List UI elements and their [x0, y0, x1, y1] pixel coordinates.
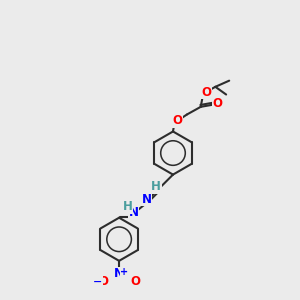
Text: O: O	[130, 275, 140, 288]
Text: H: H	[151, 180, 161, 194]
Text: N: N	[129, 206, 139, 219]
Text: H: H	[123, 200, 133, 213]
Text: +: +	[120, 267, 129, 278]
Text: O: O	[201, 86, 211, 99]
Text: O: O	[213, 97, 223, 110]
Text: N: N	[114, 267, 124, 280]
Text: N: N	[142, 193, 152, 206]
Text: O: O	[172, 114, 183, 127]
Text: −: −	[93, 277, 102, 286]
Text: O: O	[98, 275, 108, 288]
